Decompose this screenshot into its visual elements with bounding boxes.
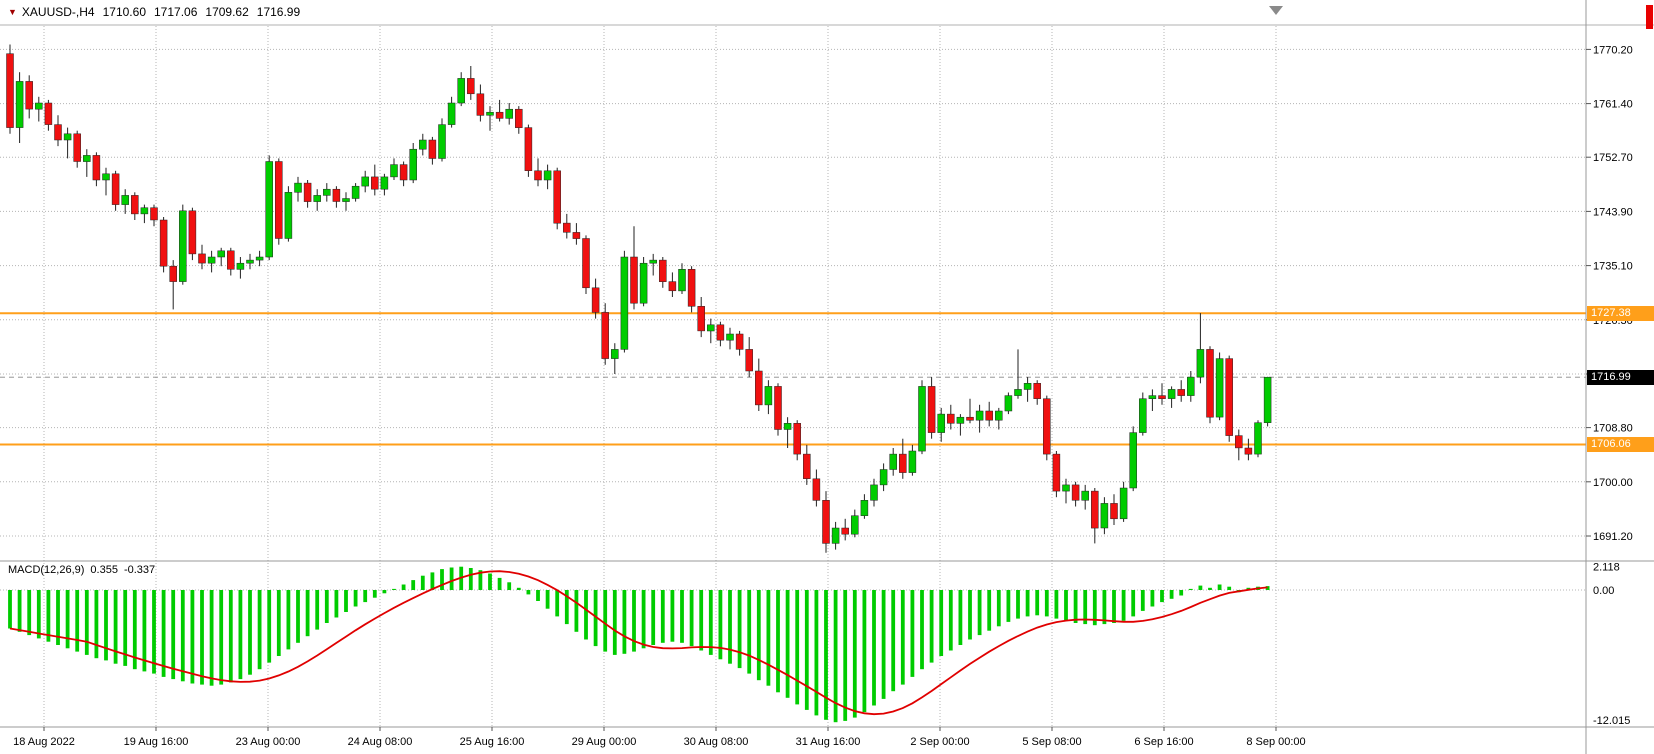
svg-text:23 Aug 00:00: 23 Aug 00:00 [236, 736, 301, 748]
svg-text:2 Sep 00:00: 2 Sep 00:00 [910, 736, 969, 748]
macd-indicator-label: MACD(12,26,9) 0.355 -0.337 [8, 564, 155, 576]
svg-text:1700.00: 1700.00 [1593, 477, 1633, 489]
svg-text:30 Aug 08:00: 30 Aug 08:00 [684, 736, 749, 748]
symbol-timeframe-label: XAUUSD-,H4 [21, 5, 95, 19]
macd-main-value: 0.355 [90, 564, 118, 576]
svg-text:1761.40: 1761.40 [1593, 99, 1633, 111]
svg-text:1708.80: 1708.80 [1593, 423, 1633, 435]
macd-signal-line [9, 570, 1268, 716]
current-price-label: 1716.99 [1587, 369, 1654, 385]
time-axis: 18 Aug 2022 19 Aug 16:00 23 Aug 00:00 24 Au… [13, 727, 1306, 748]
svg-text:24 Aug 08:00: 24 Aug 08:00 [348, 736, 413, 748]
time-gridlines [43, 26, 1277, 727]
chart-title: ▼ XAUUSD-,H4 1710.60 1717.06 1709.62 1716.99 [8, 5, 300, 19]
svg-text:29 Aug 00:00: 29 Aug 00:00 [572, 736, 637, 748]
svg-text:2.118: 2.118 [1593, 562, 1620, 574]
macd-name-label: MACD(12,26,9) [8, 564, 85, 576]
svg-text:19 Aug 16:00: 19 Aug 16:00 [124, 736, 189, 748]
candlestick-series [6, 44, 1272, 553]
ohlc-open-value: 1710.60 [102, 5, 146, 19]
resistance-price-label: 1727.38 [1587, 305, 1654, 321]
ohlc-low-value: 1709.62 [205, 5, 249, 19]
svg-text:1743.90: 1743.90 [1593, 206, 1633, 218]
svg-text:6 Sep 16:00: 6 Sep 16:00 [1134, 736, 1193, 748]
price-axis: 1770.201761.401752.701743.901735.101726.… [1586, 44, 1633, 543]
svg-text:18 Aug 2022: 18 Aug 2022 [13, 736, 75, 748]
svg-text:-12.015: -12.015 [1593, 715, 1630, 727]
symbol-marker-icon: ▼ [8, 7, 17, 17]
svg-text:1770.20: 1770.20 [1593, 44, 1633, 56]
ohlc-high-value: 1717.06 [154, 5, 198, 19]
macd-histogram [8, 566, 1270, 723]
svg-text:1691.20: 1691.20 [1593, 531, 1633, 543]
svg-text:1752.70: 1752.70 [1593, 152, 1633, 164]
support-price-label: 1706.06 [1587, 437, 1654, 452]
macd-signal-value: -0.337 [123, 564, 156, 576]
scroll-indicator[interactable] [1646, 5, 1653, 29]
macd-axis: 2.118 0.00 -12.015 [1593, 562, 1630, 727]
svg-text:0.00: 0.00 [1593, 585, 1614, 597]
svg-text:8 Sep 00:00: 8 Sep 00:00 [1246, 736, 1305, 748]
svg-text:1735.10: 1735.10 [1593, 261, 1633, 273]
price-gridlines [0, 48, 1586, 537]
svg-text:31 Aug 16:00: 31 Aug 16:00 [796, 736, 861, 748]
svg-text:5 Sep 08:00: 5 Sep 08:00 [1022, 736, 1081, 748]
ohlc-close-value: 1716.99 [256, 5, 301, 19]
svg-text:25 Aug 16:00: 25 Aug 16:00 [460, 736, 525, 748]
chart-shift-marker-icon[interactable] [1269, 6, 1283, 15]
